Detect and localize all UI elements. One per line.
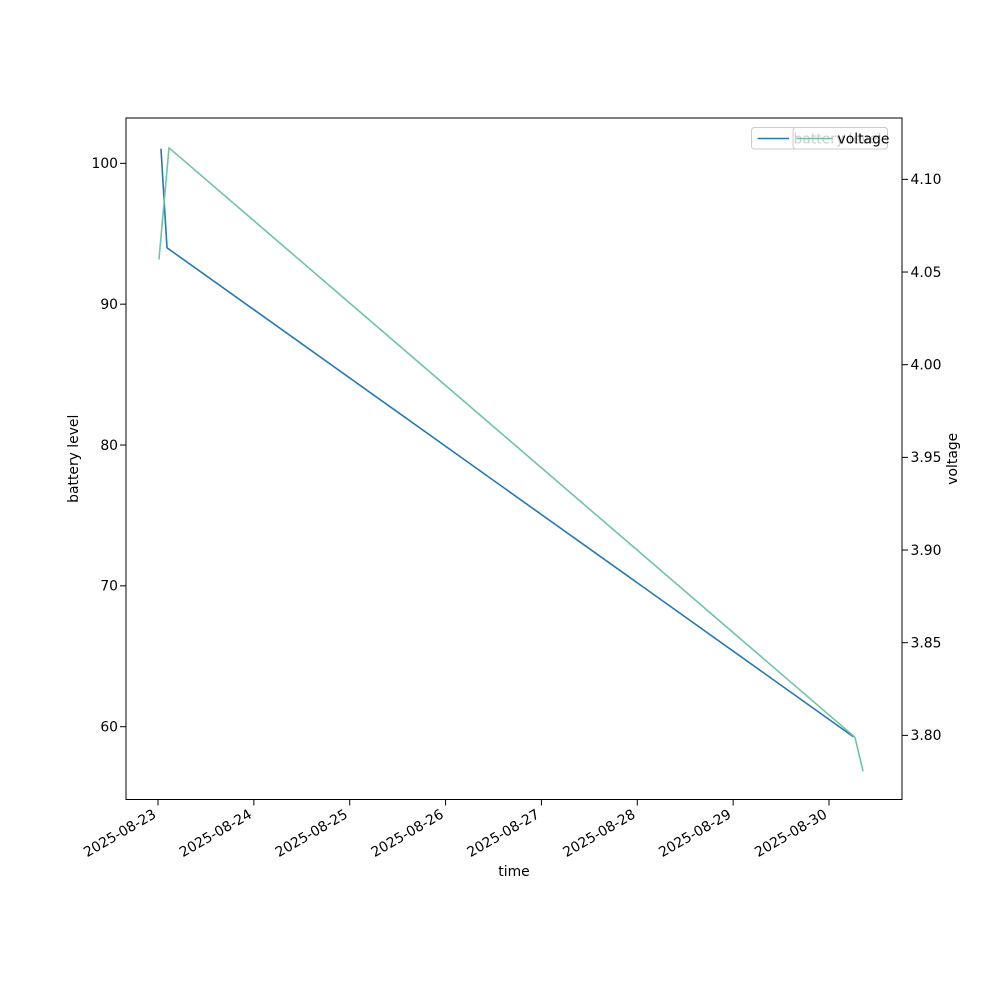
y-right-axis-title: voltage (945, 433, 961, 485)
x-tick-label: 2025-08-30 (752, 807, 830, 861)
y-right-tick-label: 3.90 (911, 543, 942, 559)
legend-voltage-label: voltage (838, 132, 890, 148)
y-right-tick-label: 3.85 (911, 636, 942, 652)
y-left-tick-label: 90 (100, 297, 118, 313)
y-right-tick-label: 4.10 (911, 172, 942, 188)
battery-line (160, 148, 854, 738)
y-right-tick-label: 4.05 (911, 265, 942, 281)
legend-voltage-frame (792, 127, 888, 150)
y-right-tick-label: 3.95 (911, 450, 942, 466)
y-left-tick-label: 60 (100, 719, 118, 735)
plot-border (125, 117, 903, 800)
y-left-tick-label: 100 (91, 156, 118, 172)
y-axis-right: 4.10 4.05 4.00 3.95 3.90 3.85 3.80 voltage (902, 172, 961, 744)
x-tick-label: 2025-08-25 (273, 807, 351, 861)
y-right-tick-label: 3.80 (911, 728, 942, 744)
y-left-tick-label: 80 (100, 438, 118, 454)
y-right-tick-label: 4.00 (911, 357, 942, 373)
y-left-tick-label: 70 (100, 579, 118, 595)
voltage-line (158, 147, 864, 772)
legend-voltage: voltage (792, 127, 890, 150)
x-tick-label: 2025-08-24 (177, 807, 255, 861)
y-axis-left: 100 90 80 70 60 battery level (66, 156, 126, 735)
x-tick-label: 2025-08-27 (465, 807, 543, 861)
x-axis-title: time (498, 864, 529, 880)
x-tick-label: 2025-08-29 (656, 807, 734, 861)
x-axis: 2025-08-23 2025-08-24 2025-08-25 2025-08-26… (81, 799, 830, 880)
x-tick-label: 2025-08-28 (560, 807, 638, 861)
y-left-axis-title: battery level (66, 415, 82, 503)
x-tick-label: 2025-08-26 (369, 807, 447, 861)
x-tick-label: 2025-08-23 (81, 807, 159, 861)
